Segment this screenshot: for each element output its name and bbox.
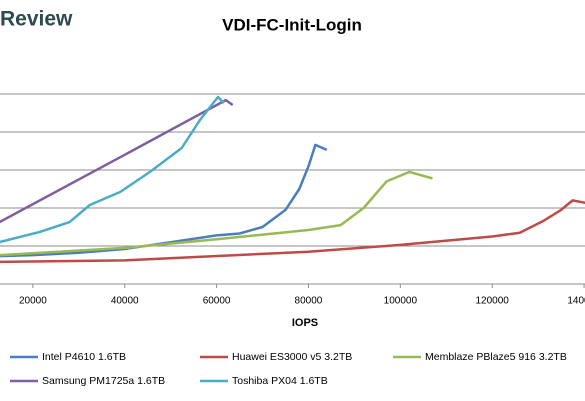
legend-label: Toshiba PX04 1.6TB — [232, 375, 328, 387]
x-axis-label: IOPS — [292, 317, 318, 329]
chart-title: VDI-FC-Init-Login — [222, 15, 362, 34]
x-tick-label: 80000 — [295, 296, 323, 307]
series-line — [0, 199, 585, 264]
legend-label: Huawei ES3000 v5 3.2TB — [232, 351, 352, 363]
legend-label: Memblaze PBlaze5 916 3.2TB — [425, 351, 567, 363]
x-tick-label: 140000 — [567, 296, 585, 307]
x-tick-label: 120000 — [476, 296, 510, 307]
legend-label: Samsung PM1725a 1.6TB — [42, 375, 165, 387]
legend-label: Intel P4610 1.6TB — [42, 351, 126, 363]
plot-area — [0, 93, 585, 264]
x-tick-label: 60000 — [203, 296, 231, 307]
x-tick-label: 40000 — [111, 296, 139, 307]
series-line — [0, 95, 225, 244]
series-line — [0, 170, 433, 257]
series-line — [0, 98, 234, 224]
x-tick-label: 20000 — [19, 296, 47, 307]
brand-logo: Review — [0, 8, 73, 31]
series-line — [0, 143, 328, 258]
x-tick-label: 100000 — [384, 296, 418, 307]
